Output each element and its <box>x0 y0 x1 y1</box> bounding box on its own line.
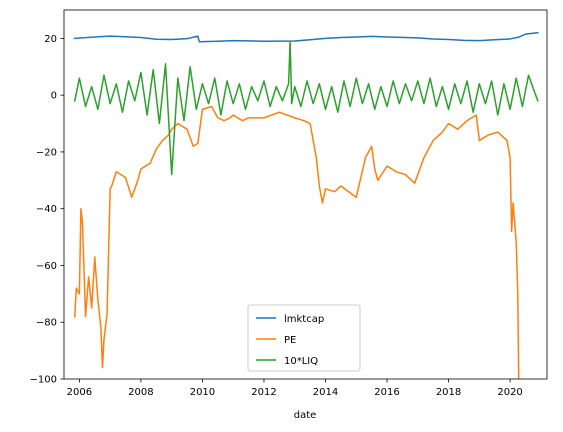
x-tick-label: 2020 <box>497 387 522 398</box>
y-tick-label: −80 <box>36 318 57 329</box>
y-tick-label: 0 <box>51 91 57 102</box>
y-axis: 20 0 −20 −40 −60 −80 −100 <box>30 34 64 386</box>
x-axis-title: date <box>294 410 317 421</box>
y-tick-label: 20 <box>44 34 57 45</box>
legend-label: PE <box>284 335 296 346</box>
series-line-2 <box>73 40 539 176</box>
y-tick-label: −60 <box>36 261 57 272</box>
x-tick-label: 2008 <box>128 387 153 398</box>
legend-label: 10*LIQ <box>284 356 318 367</box>
series-layer <box>73 31 539 379</box>
series-line-0 <box>73 31 539 43</box>
x-tick-label: 2012 <box>251 387 276 398</box>
x-tick-label: 2016 <box>374 387 399 398</box>
y-tick-label: −40 <box>36 204 57 215</box>
y-tick-label: −100 <box>30 375 57 386</box>
legend-label: lmktcap <box>284 314 324 325</box>
x-tick-label: 2006 <box>67 387 92 398</box>
plot-frame <box>63 9 548 380</box>
y-tick-label: −20 <box>36 147 57 158</box>
legend-box <box>247 304 361 372</box>
x-tick-label: 2010 <box>190 387 215 398</box>
x-tick-label: 2014 <box>313 387 338 398</box>
x-axis: 2006 2008 2010 2012 2014 2016 2018 2020 <box>67 379 523 398</box>
legend: lmktcap PE 10*LIQ <box>247 304 361 372</box>
series-line-1 <box>73 105 520 379</box>
x-tick-label: 2018 <box>436 387 461 398</box>
